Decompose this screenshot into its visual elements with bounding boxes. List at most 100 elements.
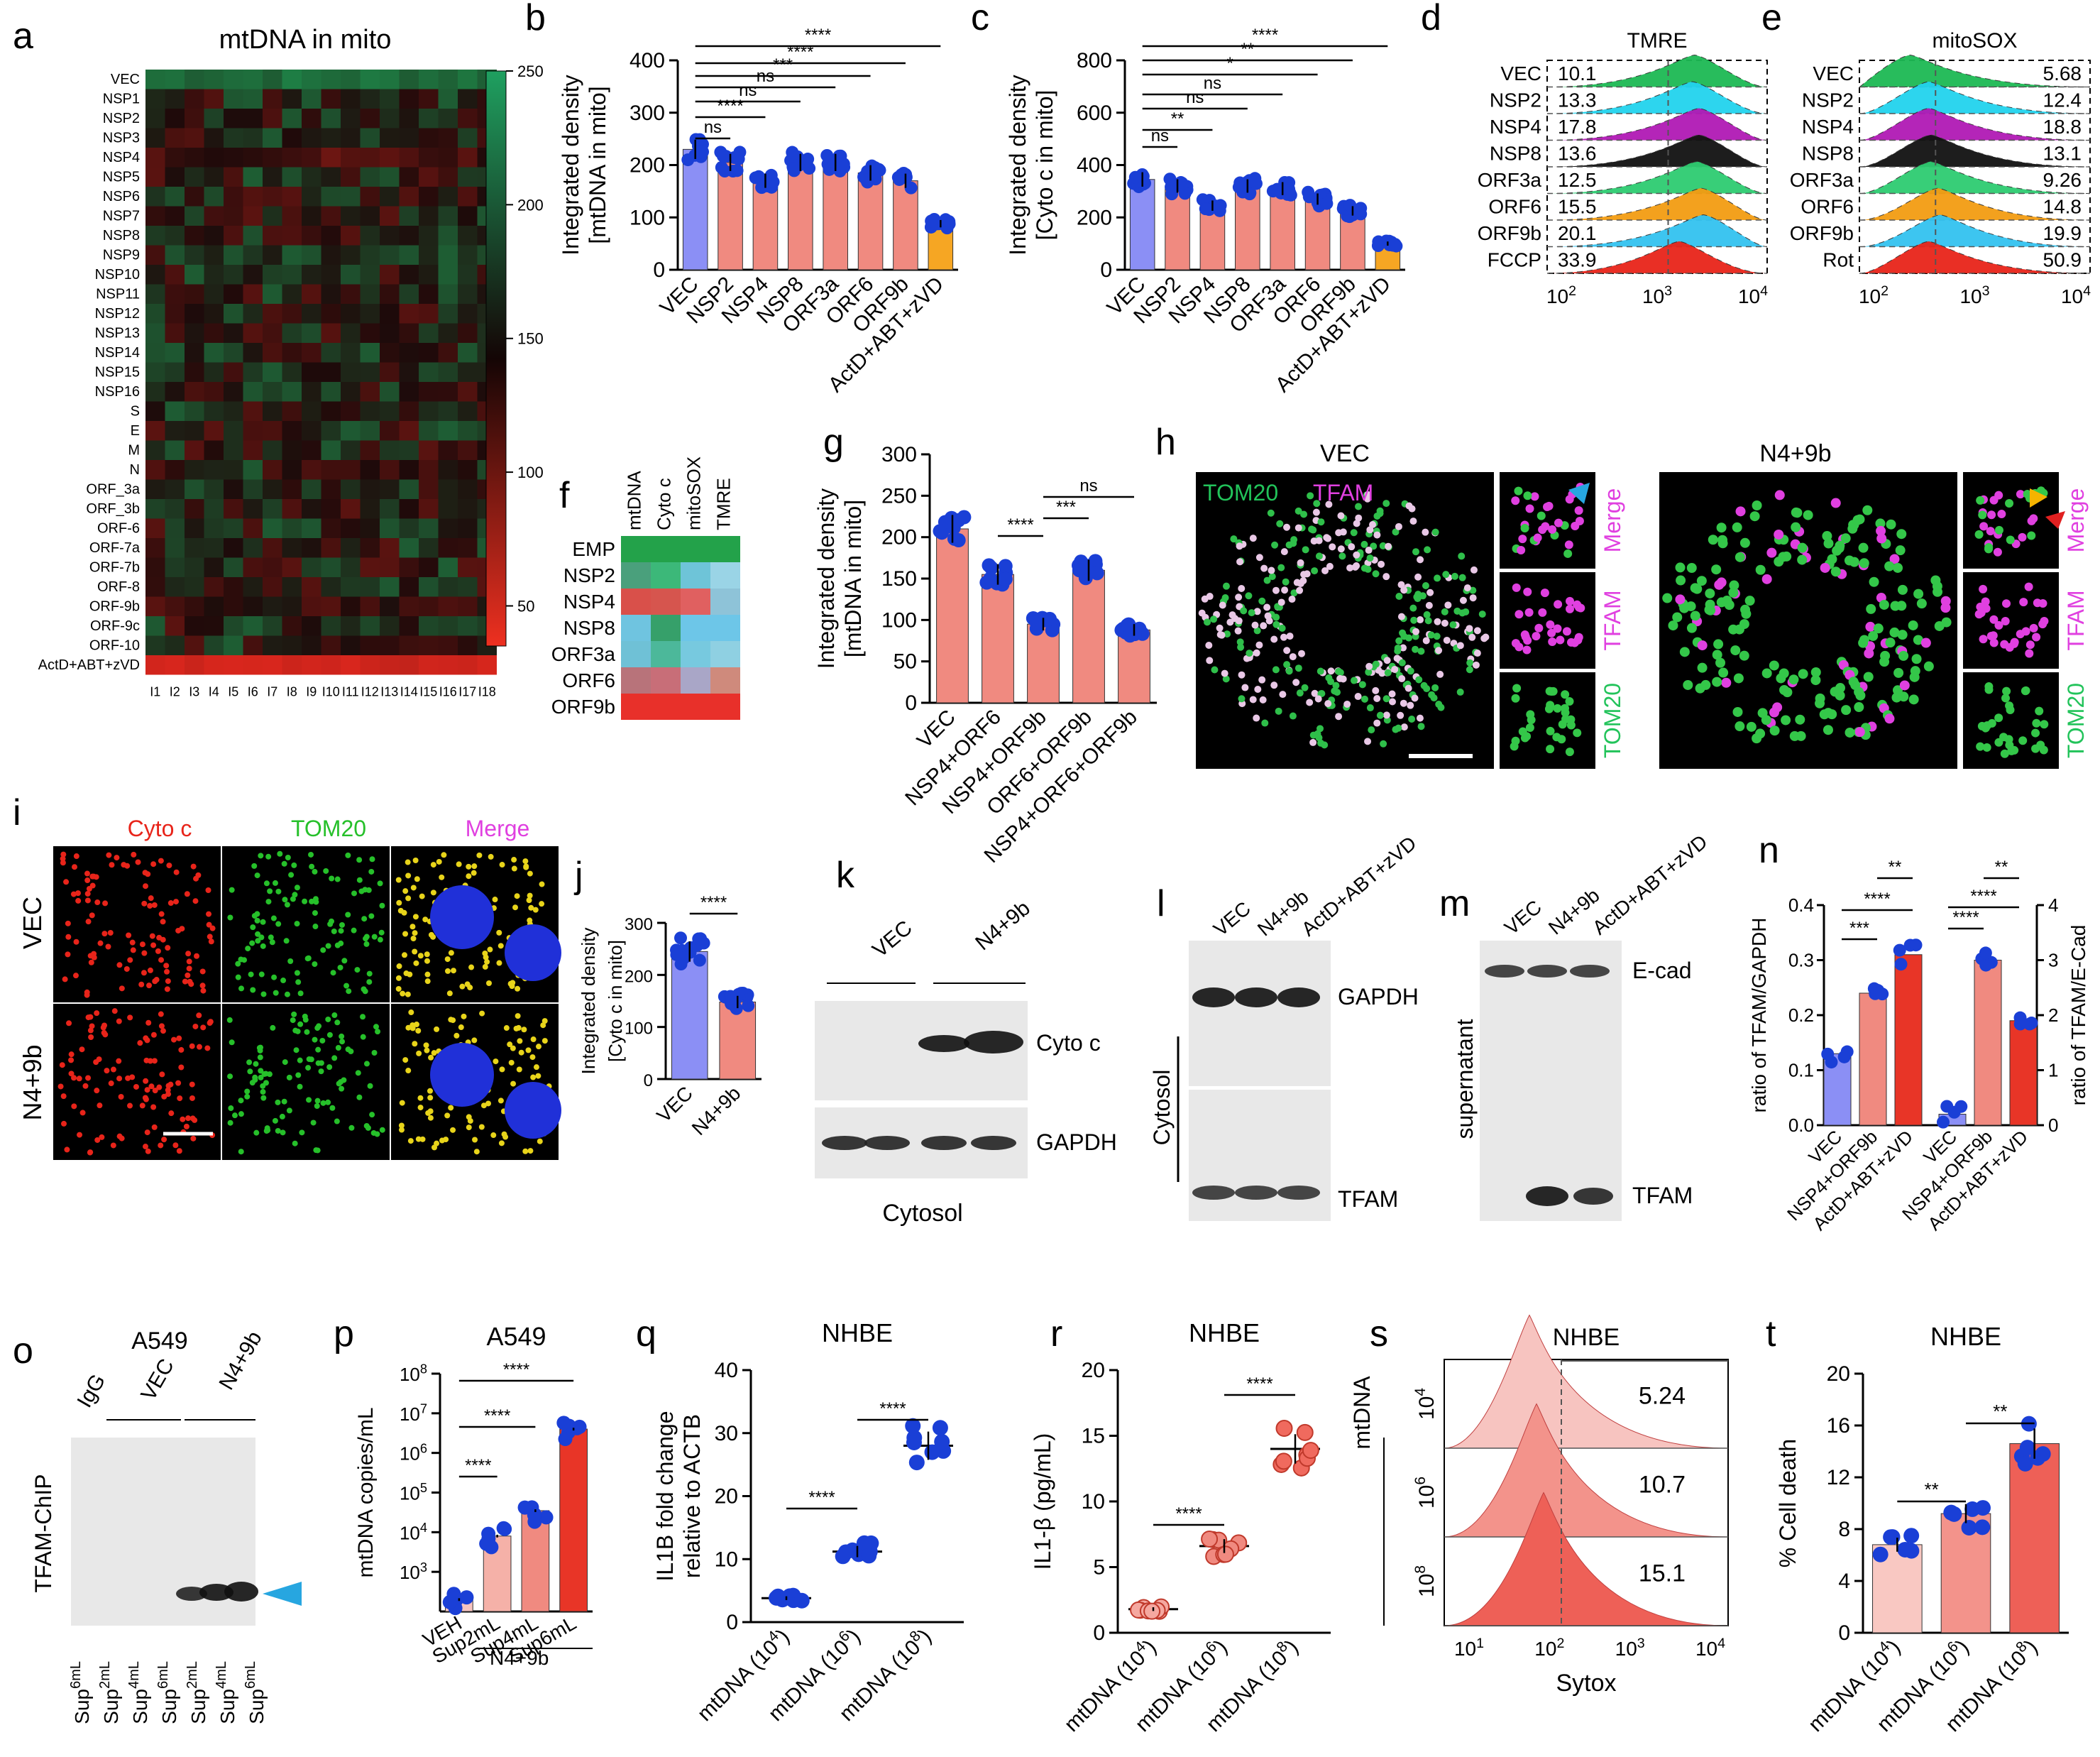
micrograph-signal: [480, 1102, 487, 1109]
data-point: [1178, 187, 1192, 200]
heatmap-cell: [399, 577, 419, 597]
y-tick-label: 0.1: [1788, 1060, 1814, 1081]
heatmap-cell: [360, 89, 380, 109]
micrograph-signal: [373, 1024, 379, 1030]
micrograph-signal: [325, 943, 331, 949]
inset-signal: [1512, 583, 1521, 592]
inset-signal: [1565, 596, 1574, 606]
micrograph-signal: [1372, 686, 1380, 694]
flow-title: mitoSOX: [1932, 29, 2017, 53]
heatmap-cell: [302, 128, 321, 148]
micrograph-signal: [255, 931, 261, 937]
blot-membrane: [1480, 941, 1622, 1221]
heatmap-cell: [204, 616, 224, 636]
micrograph-signal: [158, 957, 165, 963]
micrograph-signal: [62, 976, 68, 983]
blot-band: [1192, 1186, 1235, 1200]
heatmap-cell: [380, 187, 400, 207]
micrograph-signal: [1360, 564, 1368, 572]
heatmap-cell: [263, 362, 282, 382]
inset-signal: [1530, 492, 1539, 501]
heatmap-cell: [185, 460, 204, 480]
micrograph-signal: [1350, 529, 1358, 537]
heatmap-row-label: NSP9: [103, 247, 140, 263]
heatmap-cell: [399, 206, 419, 226]
flow-value: 13.6: [1558, 143, 1597, 165]
micrograph-signal: [1324, 700, 1332, 708]
heatmap-cell: [341, 557, 361, 577]
micrograph-signal: [405, 991, 411, 997]
micrograph-signal: [291, 1011, 297, 1017]
heatmap-cell: [145, 226, 165, 246]
micrograph-signal: [517, 1038, 523, 1044]
micrograph-signal: [1294, 664, 1302, 672]
heatmap-cell: [243, 557, 263, 577]
micrograph-signal: [1283, 647, 1291, 655]
micrograph-signal: [351, 890, 358, 897]
micrograph-signal: [260, 1095, 267, 1101]
micrograph-signal: [235, 960, 241, 967]
heatmap-cell: [263, 70, 282, 89]
micrograph-signal: [498, 1140, 505, 1146]
inset-signal: [1989, 631, 1998, 640]
micrograph-signal: [76, 1075, 82, 1082]
micrograph-signal: [1222, 675, 1230, 683]
micrograph-signal: [314, 1103, 320, 1110]
micrograph-signal: [101, 1029, 107, 1036]
micrograph-signal: [1297, 559, 1304, 566]
micrograph-signal: [141, 950, 148, 956]
micrograph-signal: [116, 1018, 122, 1024]
micrograph-signal: [1383, 657, 1391, 664]
heatmap-cell: [263, 187, 282, 207]
micrograph-signal: [1370, 542, 1378, 550]
heatmap-cell: [399, 70, 419, 89]
data-point: [982, 558, 996, 573]
heatmap-cell: [302, 245, 321, 265]
inset-signal: [1562, 627, 1571, 636]
heatmap-cell: [204, 538, 224, 558]
micrograph-signal: [1690, 583, 1700, 593]
heatmap-cell: [145, 245, 165, 265]
heatmap-cell: [263, 577, 282, 597]
micrograph-signal: [1285, 541, 1293, 549]
inset-signal: [2031, 728, 2040, 738]
micrograph-signal: [116, 1058, 122, 1064]
panel-letter-q: q: [636, 1313, 656, 1354]
flow-histogram: [1859, 134, 2091, 168]
micrograph-signal: [126, 932, 132, 938]
micrograph-signal: [539, 901, 545, 907]
y-tick-label: 12: [1827, 1466, 1850, 1489]
micrograph-signal: [207, 934, 213, 940]
heatmap-cell: [165, 635, 185, 655]
arrowhead-icon: [263, 1582, 302, 1606]
micrograph-signal: [1683, 679, 1693, 690]
blot-band: [964, 1031, 1023, 1053]
heatmap-cell: [360, 518, 380, 538]
micrograph-signal: [1348, 543, 1356, 551]
micrograph-signal: [281, 860, 287, 867]
y-tick-label: 300: [630, 102, 665, 125]
flow-x-tick: 102: [1546, 283, 1576, 307]
micrograph-signal: [161, 1137, 167, 1143]
flow-row-label: VEC: [1813, 62, 1854, 84]
micrograph-signal: [371, 1050, 378, 1056]
data-point: [1974, 1500, 1991, 1516]
micrograph-signal: [471, 1037, 478, 1044]
heatmap-cell: [145, 401, 165, 421]
y-tick-label: 0: [1093, 1621, 1105, 1645]
micrograph-signal: [497, 943, 504, 949]
y-tick-label: 0.2: [1788, 1005, 1814, 1026]
heatmap-cell: [165, 206, 185, 226]
heatmap-f-cell: [621, 641, 651, 667]
micrograph-signal: [143, 1078, 149, 1084]
panel-letter-c: c: [971, 0, 989, 38]
heatmap-cell: [224, 440, 243, 460]
micrograph-signal: [60, 851, 67, 858]
micrograph-signal: [419, 893, 425, 899]
micrograph-signal: [468, 964, 475, 970]
micrograph-signal: [1424, 617, 1432, 625]
micrograph-signal: [137, 1040, 143, 1046]
y-tick-label: 107: [400, 1401, 427, 1424]
heatmap-cell: [399, 304, 419, 324]
